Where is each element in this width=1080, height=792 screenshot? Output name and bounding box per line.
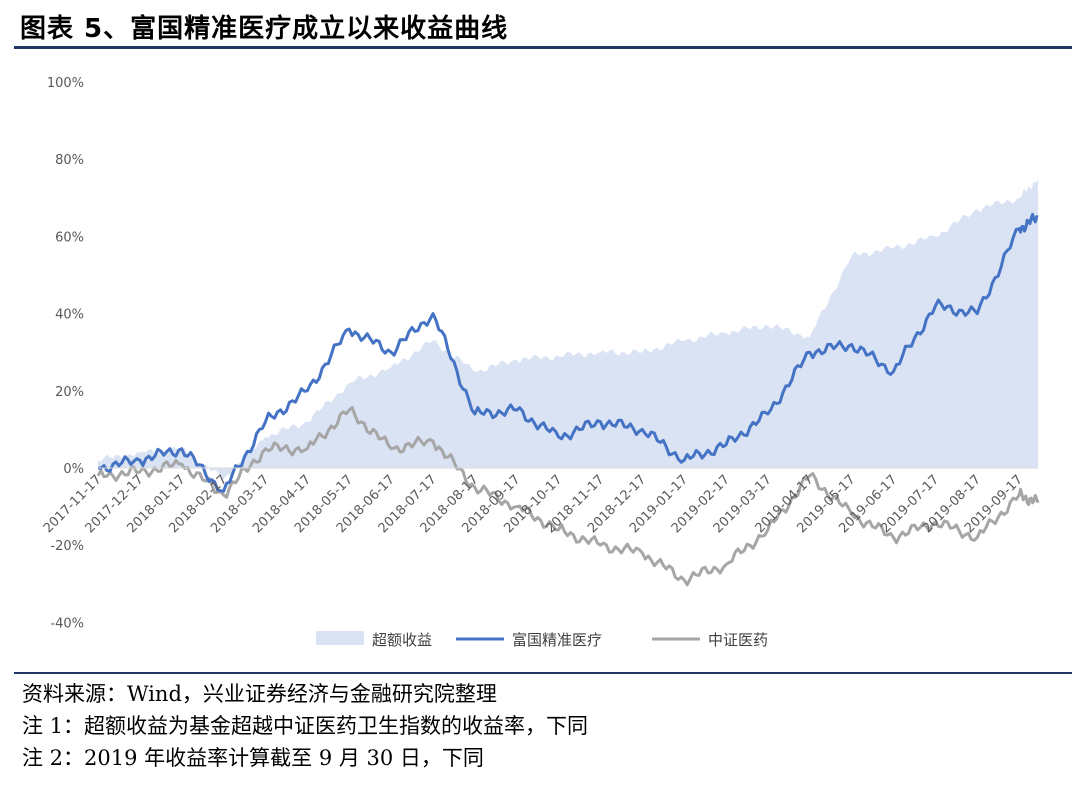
y-tick-label: -40% bbox=[50, 616, 84, 631]
title-rule bbox=[14, 46, 1072, 49]
x-axis: 2017-11-172017-12-172018-01-172018-02-17… bbox=[41, 467, 1038, 536]
source-note: 资料来源：Wind，兴业证券经济与金融研究院整理 bbox=[22, 682, 497, 706]
note-2: 注 2：2019 年收益率计算截至 9 月 30 日，下同 bbox=[22, 746, 484, 770]
y-tick-label: 80% bbox=[55, 153, 84, 168]
legend-label: 中证医药 bbox=[708, 631, 768, 649]
y-tick-label: -20% bbox=[50, 539, 84, 554]
series-excess-area bbox=[98, 178, 1038, 480]
y-tick-label: 0% bbox=[63, 462, 84, 477]
notes-rule bbox=[14, 672, 1072, 674]
y-axis: 100% 80% 60% 40% 20% 0% -20% -40% bbox=[47, 76, 84, 631]
excess-return-chart: 100% 80% 60% 40% 20% 0% -20% -40% 2017-11-17201… bbox=[41, 76, 1040, 649]
legend-label: 超额收益 bbox=[372, 631, 432, 649]
excess-area-layer bbox=[98, 178, 1038, 480]
series-lines-layer bbox=[96, 212, 1040, 587]
series-fund-line bbox=[97, 212, 1039, 493]
notes: 资料来源：Wind，兴业证券经济与金融研究院整理 注 1：超额收益为基金超越中证… bbox=[22, 678, 588, 774]
legend-swatch-excess bbox=[316, 631, 364, 645]
series-index-line bbox=[96, 406, 1040, 587]
legend-label: 富国精准医疗 bbox=[512, 631, 602, 649]
y-tick-label: 20% bbox=[55, 385, 84, 400]
y-tick-label: 60% bbox=[55, 230, 84, 245]
legend: 超额收益 富国精准医疗 中证医药 bbox=[316, 631, 768, 649]
note-1: 注 1：超额收益为基金超越中证医药卫生指数的收益率，下同 bbox=[22, 714, 589, 738]
y-tick-label: 100% bbox=[47, 76, 84, 91]
y-tick-label: 40% bbox=[55, 308, 84, 323]
chart-title: 图表 5、富国精准医疗成立以来收益曲线 bbox=[20, 14, 509, 44]
